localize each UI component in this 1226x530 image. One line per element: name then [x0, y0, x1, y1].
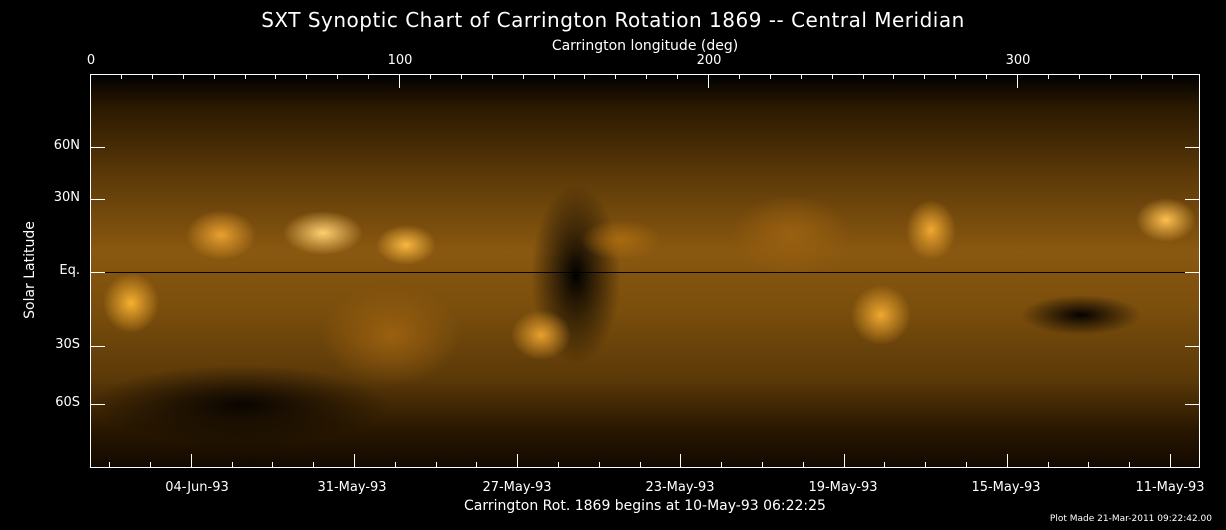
x-bottom-tick-label: 23-May-93 — [645, 480, 715, 495]
x-bottom-tick — [150, 462, 151, 468]
x-bottom-tick-label: 11-May-93 — [1135, 480, 1205, 495]
x-top-tick — [399, 74, 400, 88]
synoptic-map-image — [90, 74, 1200, 468]
y-tick-right — [1185, 147, 1200, 148]
x-top-tick — [275, 74, 277, 79]
x-top-tick — [337, 74, 339, 79]
x-bottom-tick — [231, 462, 233, 468]
x-top-tick — [584, 74, 586, 79]
x-bottom-tick — [517, 454, 519, 468]
x-bottom-tick — [802, 462, 804, 468]
x-bottom-tick — [109, 462, 111, 468]
x-top-tick — [738, 74, 740, 79]
x-top-tick — [831, 74, 833, 79]
x-bottom-tick — [313, 462, 315, 468]
x-bottom-tick — [394, 462, 396, 468]
y-tick-right — [1185, 346, 1200, 347]
x-top-tick — [1078, 74, 1080, 79]
x-top-tick — [986, 74, 988, 79]
x-bottom-tick — [476, 462, 478, 468]
y-tick-label: 30S — [55, 337, 80, 352]
equator-line — [91, 272, 1199, 273]
x-bottom-tick — [1129, 462, 1131, 468]
x-top-tick — [615, 74, 617, 79]
y-tick — [90, 147, 105, 148]
x-bottom-tick — [354, 454, 355, 468]
x-bottom-tick-label: 19-May-93 — [808, 480, 878, 495]
y-tick — [90, 404, 105, 405]
x-top-tick-label: 100 — [387, 53, 413, 68]
x-bottom-tick — [721, 462, 723, 468]
y-tick — [90, 199, 105, 200]
x-top-tick — [924, 74, 926, 79]
x-top-tick — [306, 74, 308, 79]
y-tick-label: Eq. — [59, 263, 80, 278]
y-tick-label: 60S — [55, 395, 80, 410]
x-bottom-tick — [680, 454, 682, 468]
y-tick — [90, 346, 105, 347]
x-top-tick — [1140, 74, 1142, 79]
x-bottom-tick — [598, 462, 600, 468]
x-top-tick — [553, 74, 555, 79]
y-tick-right — [1185, 199, 1200, 200]
x-bottom-tick — [1047, 462, 1049, 468]
x-bottom-tick — [966, 462, 967, 468]
x-bottom-tick-label: 04-Jun-93 — [165, 480, 229, 495]
y-tick-right — [1185, 272, 1200, 273]
x-bottom-tick — [884, 462, 886, 468]
x-top-tick — [460, 74, 462, 79]
x-bottom-tick — [639, 462, 641, 468]
x-top-tick — [800, 74, 802, 79]
x-top-tick-label: 200 — [696, 53, 722, 68]
x-top-tick — [769, 74, 771, 79]
y-tick-label: 60N — [53, 138, 80, 153]
y-tick — [90, 272, 105, 273]
x-top-tick — [893, 74, 895, 79]
x-bottom-tick — [1170, 454, 1171, 468]
x-top-tick — [151, 74, 153, 79]
x-top-tick — [1109, 74, 1111, 79]
x-top-tick — [646, 74, 648, 79]
x-bottom-tick-label: 31-May-93 — [317, 480, 387, 495]
x-top-tick — [213, 74, 215, 79]
x-bottom-tick — [190, 454, 192, 468]
x-top-tick — [1171, 74, 1173, 79]
x-bottom-tick — [843, 454, 845, 468]
x-top-tick — [1047, 74, 1049, 79]
x-bottom-tick — [435, 462, 437, 468]
x-top-tick — [491, 74, 493, 79]
x-top-tick — [677, 74, 679, 79]
y-tick-right — [1185, 404, 1200, 405]
x-top-tick — [1017, 74, 1018, 88]
x-bottom-tick — [272, 462, 274, 468]
x-top-tick — [955, 74, 957, 79]
x-top-tick — [522, 74, 524, 79]
x-bottom-tick — [558, 462, 559, 468]
y-axis-label: Solar Latitude — [22, 221, 38, 319]
x-top-tick — [862, 74, 864, 79]
x-bottom-tick-label: 27-May-93 — [482, 480, 552, 495]
x-bottom-tick — [1006, 454, 1008, 468]
x-bottom-tick — [762, 462, 763, 468]
x-top-tick — [244, 74, 246, 79]
x-bottom-tick-label: 15-May-93 — [971, 480, 1041, 495]
x-top-tick-label: 0 — [86, 53, 96, 68]
chart-title: SXT Synoptic Chart of Carrington Rotatio… — [261, 8, 965, 32]
x-top-tick-label: 300 — [1005, 53, 1031, 68]
x-top-tick — [708, 74, 709, 88]
x-axis-bottom-label: Carrington Rot. 1869 begins at 10-May-93… — [464, 498, 826, 514]
x-axis-top-label: Carrington longitude (deg) — [551, 38, 739, 54]
x-top-tick — [120, 74, 122, 79]
y-tick-label: 30N — [53, 190, 80, 205]
x-top-tick — [182, 74, 184, 79]
x-top-tick — [368, 74, 370, 79]
x-top-tick — [429, 74, 431, 79]
plot-made-timestamp: Plot Made 21-Mar-2011 09:22:42.00 — [1049, 514, 1212, 524]
x-bottom-tick — [1088, 462, 1090, 468]
x-bottom-tick — [925, 462, 927, 468]
